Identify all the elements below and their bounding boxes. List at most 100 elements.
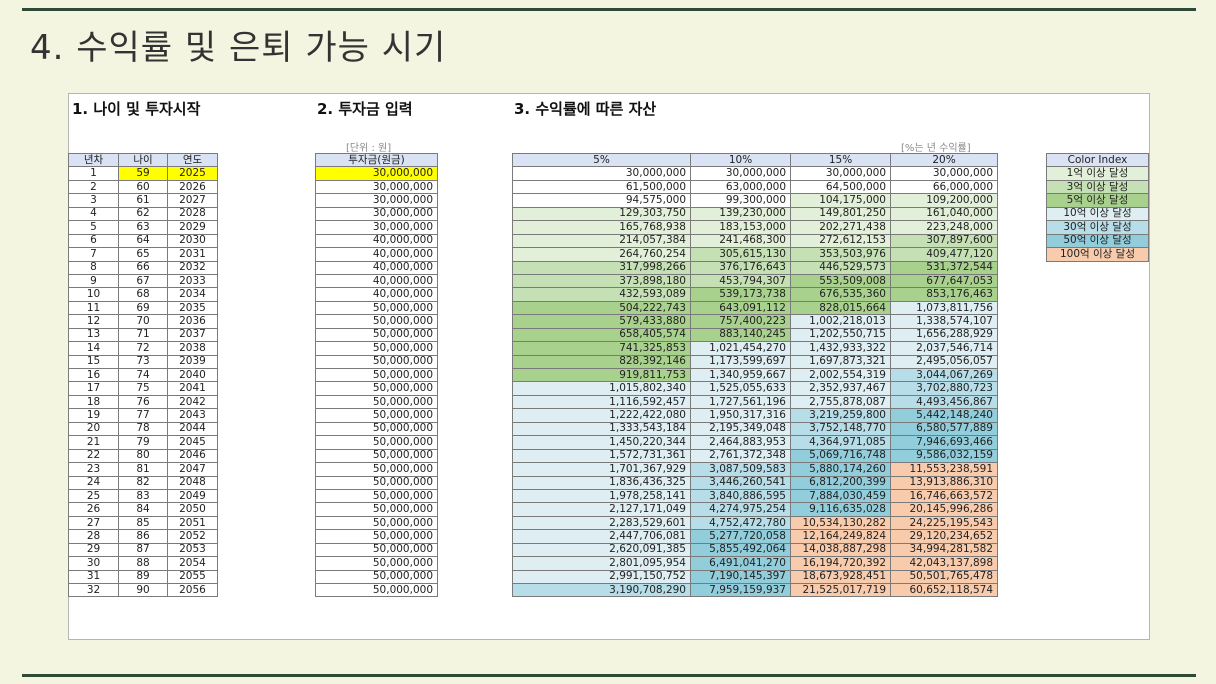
- asset-cell[interactable]: 2,283,529,601: [512, 515, 691, 531]
- asset-cell[interactable]: 373,898,180: [512, 273, 691, 289]
- asset-cell[interactable]: 853,176,463: [890, 287, 998, 302]
- age-cell[interactable]: 74: [118, 367, 168, 383]
- asset-cell[interactable]: 4,364,971,085: [790, 435, 891, 450]
- principal-cell[interactable]: 40,000,000: [315, 260, 438, 275]
- asset-cell[interactable]: 677,647,053: [890, 273, 998, 289]
- asset-cell[interactable]: 741,325,853: [512, 341, 691, 356]
- age-cell[interactable]: 63: [118, 220, 168, 235]
- calendar-year-cell[interactable]: 2053: [167, 542, 218, 558]
- principal-cell[interactable]: 50,000,000: [315, 367, 438, 383]
- year-cell[interactable]: 13: [68, 327, 119, 343]
- asset-cell[interactable]: 531,372,544: [890, 260, 998, 275]
- calendar-year-cell[interactable]: 2039: [167, 354, 218, 370]
- calendar-year-cell[interactable]: 2046: [167, 448, 218, 464]
- calendar-year-cell[interactable]: 2054: [167, 556, 218, 571]
- principal-cell[interactable]: 50,000,000: [315, 354, 438, 370]
- year-cell[interactable]: 18: [68, 394, 119, 410]
- asset-cell[interactable]: 7,959,159,937: [690, 582, 791, 598]
- age-cell[interactable]: 70: [118, 314, 168, 329]
- principal-cell[interactable]: 40,000,000: [315, 273, 438, 289]
- asset-cell[interactable]: 579,433,880: [512, 314, 691, 329]
- asset-cell[interactable]: 9,116,635,028: [790, 502, 891, 517]
- age-cell[interactable]: 64: [118, 233, 168, 249]
- age-cell[interactable]: 81: [118, 462, 168, 477]
- age-cell[interactable]: 85: [118, 515, 168, 531]
- asset-cell[interactable]: 20,145,996,286: [890, 502, 998, 517]
- calendar-year-cell[interactable]: 2038: [167, 341, 218, 356]
- asset-cell[interactable]: 9,586,032,159: [890, 448, 998, 464]
- asset-cell[interactable]: 3,840,886,595: [690, 488, 791, 504]
- asset-cell[interactable]: 3,702,880,723: [890, 381, 998, 396]
- calendar-year-cell[interactable]: 2032: [167, 260, 218, 275]
- age-cell[interactable]: 66: [118, 260, 168, 275]
- age-cell[interactable]: 60: [118, 179, 168, 195]
- year-cell[interactable]: 17: [68, 381, 119, 396]
- age-cell[interactable]: 84: [118, 502, 168, 517]
- asset-cell[interactable]: 3,044,067,269: [890, 367, 998, 383]
- year-cell[interactable]: 16: [68, 367, 119, 383]
- calendar-year-cell[interactable]: 2052: [167, 529, 218, 544]
- asset-cell[interactable]: 1,432,933,322: [790, 341, 891, 356]
- asset-cell[interactable]: 30,000,000: [790, 166, 891, 181]
- asset-cell[interactable]: 264,760,254: [512, 247, 691, 262]
- age-cell[interactable]: 83: [118, 488, 168, 504]
- asset-cell[interactable]: 13,913,886,310: [890, 475, 998, 490]
- asset-cell[interactable]: 63,000,000: [690, 179, 791, 195]
- asset-cell[interactable]: 305,615,130: [690, 247, 791, 262]
- asset-cell[interactable]: 109,200,000: [890, 193, 998, 208]
- year-cell[interactable]: 29: [68, 542, 119, 558]
- asset-cell[interactable]: 99,300,000: [690, 193, 791, 208]
- principal-cell[interactable]: 50,000,000: [315, 502, 438, 517]
- asset-cell[interactable]: 3,190,708,290: [512, 582, 691, 598]
- asset-cell[interactable]: 376,176,643: [690, 260, 791, 275]
- year-cell[interactable]: 3: [68, 193, 119, 208]
- asset-cell[interactable]: 828,392,146: [512, 354, 691, 370]
- calendar-year-cell[interactable]: 2051: [167, 515, 218, 531]
- principal-cell[interactable]: 40,000,000: [315, 247, 438, 262]
- principal-cell[interactable]: 50,000,000: [315, 435, 438, 450]
- asset-cell[interactable]: 6,812,200,399: [790, 475, 891, 490]
- principal-cell[interactable]: 50,000,000: [315, 314, 438, 329]
- year-cell[interactable]: 24: [68, 475, 119, 490]
- asset-cell[interactable]: 21,525,017,719: [790, 582, 891, 598]
- calendar-year-cell[interactable]: 2036: [167, 314, 218, 329]
- asset-cell[interactable]: 6,491,041,270: [690, 556, 791, 571]
- asset-cell[interactable]: 5,855,492,064: [690, 542, 791, 558]
- asset-cell[interactable]: 307,897,600: [890, 233, 998, 249]
- asset-cell[interactable]: 409,477,120: [890, 247, 998, 262]
- asset-cell[interactable]: 2,495,056,057: [890, 354, 998, 370]
- asset-cell[interactable]: 2,037,546,714: [890, 341, 998, 356]
- principal-cell[interactable]: 50,000,000: [315, 341, 438, 356]
- principal-cell[interactable]: 50,000,000: [315, 381, 438, 396]
- principal-cell[interactable]: 30,000,000: [315, 179, 438, 195]
- asset-cell[interactable]: 29,120,234,652: [890, 529, 998, 544]
- asset-cell[interactable]: 3,087,509,583: [690, 462, 791, 477]
- principal-cell[interactable]: 40,000,000: [315, 233, 438, 249]
- asset-cell[interactable]: 2,002,554,319: [790, 367, 891, 383]
- asset-cell[interactable]: 104,175,000: [790, 193, 891, 208]
- year-cell[interactable]: 26: [68, 502, 119, 517]
- asset-cell[interactable]: 272,612,153: [790, 233, 891, 249]
- asset-cell[interactable]: 66,000,000: [890, 179, 998, 195]
- year-cell[interactable]: 1: [68, 166, 119, 181]
- age-cell[interactable]: 75: [118, 381, 168, 396]
- principal-cell[interactable]: 40,000,000: [315, 287, 438, 302]
- asset-cell[interactable]: 1,572,731,361: [512, 448, 691, 464]
- year-cell[interactable]: 7: [68, 247, 119, 262]
- asset-cell[interactable]: 94,575,000: [512, 193, 691, 208]
- asset-cell[interactable]: 11,553,238,591: [890, 462, 998, 477]
- calendar-year-cell[interactable]: 2047: [167, 462, 218, 477]
- asset-cell[interactable]: 3,446,260,541: [690, 475, 791, 490]
- age-cell[interactable]: 68: [118, 287, 168, 302]
- age-cell[interactable]: 73: [118, 354, 168, 370]
- principal-cell[interactable]: 50,000,000: [315, 327, 438, 343]
- asset-cell[interactable]: 2,352,937,467: [790, 381, 891, 396]
- asset-cell[interactable]: 317,998,266: [512, 260, 691, 275]
- principal-cell[interactable]: 30,000,000: [315, 193, 438, 208]
- calendar-year-cell[interactable]: 2034: [167, 287, 218, 302]
- asset-cell[interactable]: 64,500,000: [790, 179, 891, 195]
- asset-cell[interactable]: 539,173,738: [690, 287, 791, 302]
- asset-cell[interactable]: 7,946,693,466: [890, 435, 998, 450]
- asset-cell[interactable]: 1,701,367,929: [512, 462, 691, 477]
- calendar-year-cell[interactable]: 2041: [167, 381, 218, 396]
